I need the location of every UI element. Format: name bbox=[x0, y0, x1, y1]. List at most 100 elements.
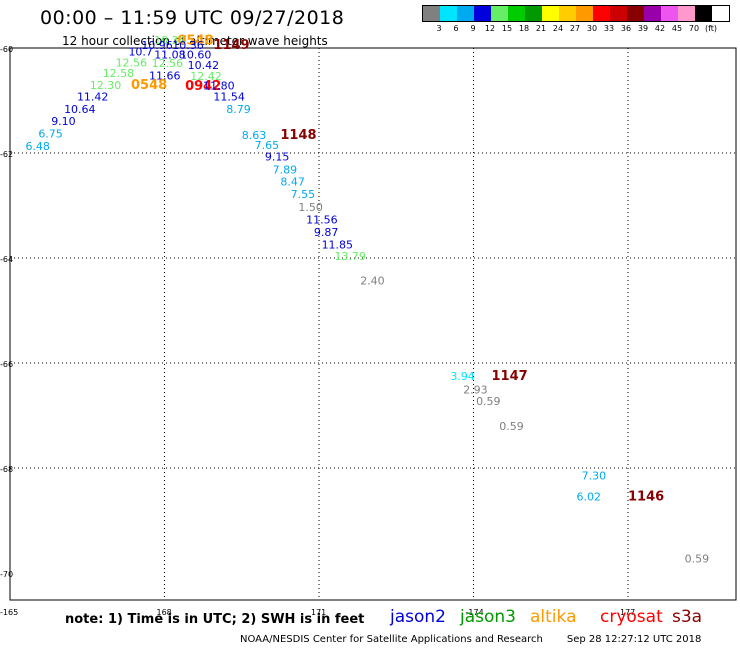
satellite-name-jason2: jason2 bbox=[390, 607, 446, 627]
wave-height-label: 13.79 bbox=[334, 250, 366, 263]
legend-swatches bbox=[422, 5, 730, 22]
legend-label: 6 bbox=[453, 24, 459, 33]
lat-tick-label: -64 bbox=[0, 255, 13, 264]
wave-height-label: 7.65 bbox=[255, 139, 280, 152]
lon-tick-label: 171 bbox=[311, 608, 326, 617]
satellite-name-cryosat: cryosat bbox=[600, 607, 663, 627]
legend-swatch bbox=[644, 6, 661, 21]
lat-tick-label: -70 bbox=[0, 570, 13, 579]
lon-tick-label: -174 bbox=[466, 608, 484, 617]
legend-label: 33 bbox=[603, 24, 615, 33]
wave-height-label: 11.42 bbox=[77, 91, 109, 104]
legend-label: 70 bbox=[688, 24, 700, 33]
wave-height-label: 6.02 bbox=[577, 491, 602, 504]
legend-swatch bbox=[525, 6, 542, 21]
wave-height-label: 8.63 bbox=[242, 129, 267, 142]
wave-height-label: 11.08 bbox=[154, 49, 186, 62]
satellite-name-s3a: s3a bbox=[672, 607, 703, 627]
legend-label: 27 bbox=[569, 24, 581, 33]
legend-label: 30 bbox=[586, 24, 598, 33]
wave-height-label: 8.79 bbox=[226, 103, 251, 116]
wave-height-label: 11.66 bbox=[149, 70, 181, 83]
wave-height-label: 7.89 bbox=[273, 163, 298, 176]
lon-tick-label: 168 bbox=[157, 608, 172, 617]
wave-height-label: 7.55 bbox=[291, 188, 316, 201]
legend-swatch bbox=[423, 6, 440, 21]
wave-height-label: 10.42 bbox=[188, 59, 220, 72]
legend-label: (ft) bbox=[704, 24, 718, 33]
pass-time-label: 0942 bbox=[185, 79, 221, 94]
wave-height-label: 10.96 bbox=[141, 39, 173, 52]
lat-tick-label: -62 bbox=[0, 150, 13, 159]
wave-height-label: 11.85 bbox=[322, 239, 354, 252]
legend-label: 36 bbox=[620, 24, 632, 33]
wave-height-label: 12.30 bbox=[90, 79, 122, 92]
page-title: 00:00 – 11:59 UTC 09/27/2018 bbox=[40, 7, 345, 29]
legend-label: 12 bbox=[484, 24, 496, 33]
legend-label: 45 bbox=[671, 24, 683, 33]
wave-height-label: 8.47 bbox=[280, 176, 305, 189]
pass-time-label: 0548 bbox=[131, 78, 167, 93]
wave-height-label: 12.42 bbox=[190, 70, 222, 83]
lat-tick-label: -68 bbox=[0, 465, 13, 474]
wave-height-label: 3.94 bbox=[450, 370, 475, 383]
legend-swatch bbox=[474, 6, 491, 21]
legend-label: 39 bbox=[637, 24, 649, 33]
legend-swatch bbox=[457, 6, 474, 21]
legend-swatch bbox=[576, 6, 593, 21]
wave-height-label: 11.54 bbox=[213, 91, 245, 104]
wave-height-label: 2.40 bbox=[360, 274, 385, 287]
pass-time-label: 0548 bbox=[177, 33, 213, 48]
wave-height-label: 0.59 bbox=[476, 395, 501, 408]
legend-label: 21 bbox=[535, 24, 547, 33]
wave-height-label: 10.60 bbox=[180, 49, 212, 62]
legend-label: 18 bbox=[518, 24, 530, 33]
pass-time-label: 1149 bbox=[213, 38, 249, 53]
wave-height-label: 6.75 bbox=[38, 127, 63, 140]
wave-height-label: 9.10 bbox=[51, 115, 75, 128]
legend-label: 42 bbox=[654, 24, 666, 33]
wave-height-label: 11.80 bbox=[203, 79, 235, 92]
wave-height-label: 11.56 bbox=[306, 213, 338, 226]
legend-swatch bbox=[508, 6, 525, 21]
pass-time-label: 1147 bbox=[492, 369, 528, 384]
color-legend: 3 6 9 12 15 18 21 24 27 30 33 36 39 42 45 70 (ft) bbox=[422, 5, 730, 34]
satellite-name-jason3: jason3 bbox=[460, 607, 516, 627]
page-subtitle: 12 hour collection of altimeter wave hei… bbox=[62, 34, 328, 48]
note-text: note: 1) Time is in UTC; 2) SWH is in fe… bbox=[65, 612, 365, 627]
footer: NOAA/NESDIS Center for Satellite Applica… bbox=[240, 634, 701, 645]
satellite-name-altika: altika bbox=[530, 607, 577, 627]
wave-height-label: 0.59 bbox=[499, 420, 524, 433]
legend-labels: 3 6 9 12 15 18 21 24 27 30 33 36 39 42 45 70 (ft) bbox=[422, 22, 730, 34]
pass-time-label: 1146 bbox=[628, 490, 664, 505]
wave-height-label: 9.15 bbox=[265, 150, 290, 163]
wave-height-label: 10.36 bbox=[172, 39, 204, 52]
legend-label: 9 bbox=[470, 24, 476, 33]
wave-height-label: 12.56 bbox=[116, 56, 148, 69]
legend-swatch bbox=[610, 6, 627, 21]
legend-label: 3 bbox=[436, 24, 442, 33]
legend-swatch bbox=[678, 6, 695, 21]
wave-height-label: 10.64 bbox=[64, 103, 96, 116]
wave-height-label: 6.48 bbox=[25, 140, 50, 153]
legend-swatch bbox=[695, 6, 712, 21]
wave-height-label: 2.93 bbox=[463, 383, 488, 396]
wave-height-label: 7.30 bbox=[582, 470, 607, 483]
legend-swatch bbox=[440, 6, 457, 21]
footer-credit: NOAA/NESDIS Center for Satellite Applica… bbox=[240, 634, 543, 645]
legend-label: 15 bbox=[501, 24, 513, 33]
legend-label: 24 bbox=[552, 24, 564, 33]
map-frame bbox=[9, 47, 737, 601]
pass-time-label: 1148 bbox=[280, 128, 316, 143]
wave-height-label: 0.59 bbox=[685, 553, 710, 566]
lon-tick-label: 177 bbox=[620, 608, 635, 617]
lat-tick-label: -60 bbox=[0, 45, 13, 54]
footer-timestamp: Sep 28 12:27:12 UTC 2018 bbox=[566, 634, 702, 645]
wave-height-label: 1.50 bbox=[298, 201, 323, 214]
lat-tick-label: -66 bbox=[0, 360, 13, 369]
wave-height-label: 10.34 bbox=[154, 34, 186, 47]
wave-height-label: 9.87 bbox=[314, 226, 339, 239]
legend-swatch bbox=[627, 6, 644, 21]
lon-tick-label: -165 bbox=[0, 608, 18, 617]
